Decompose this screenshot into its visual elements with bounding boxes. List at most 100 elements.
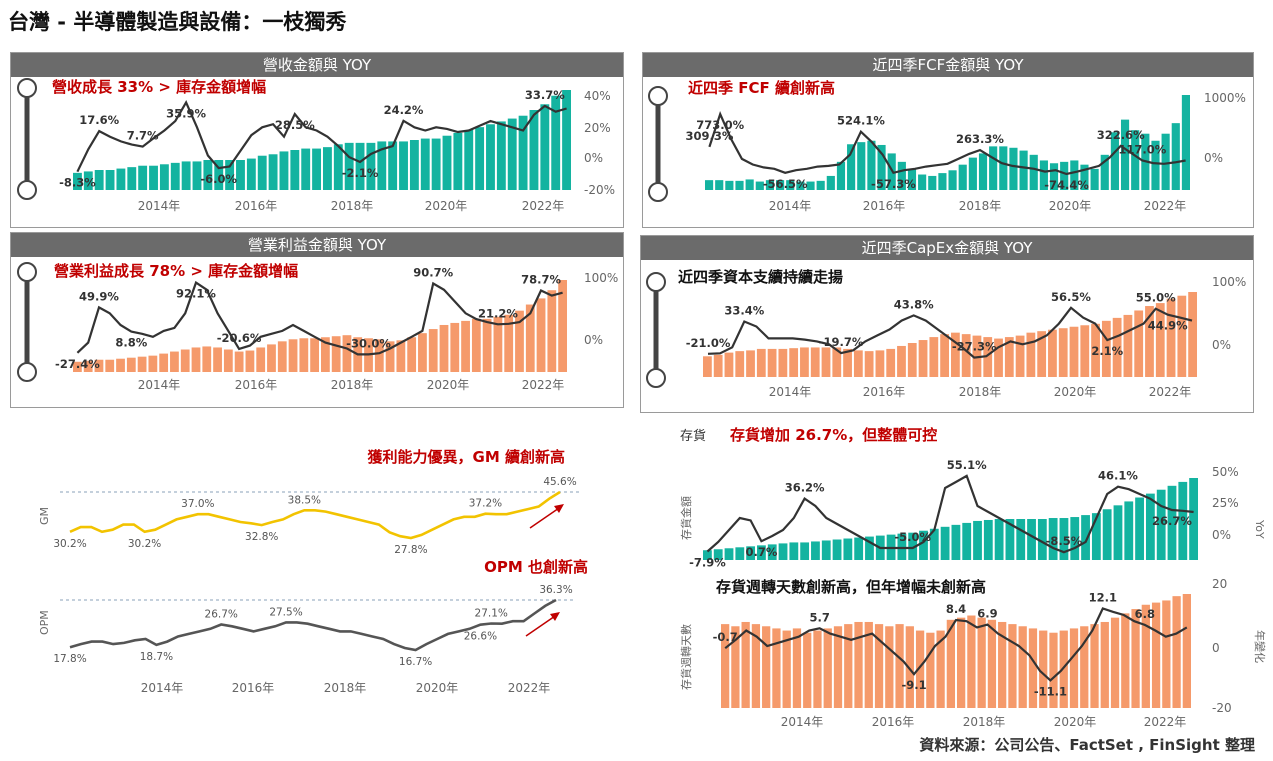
revenue-data-label: -8.3% (59, 176, 96, 190)
inventory-bar (1016, 519, 1026, 560)
fcf-x-tick: 2016年 (863, 199, 906, 213)
inventory-bar (757, 545, 766, 560)
fcf-bar (978, 153, 988, 190)
turnover-bar (813, 630, 822, 708)
op-bar (558, 280, 567, 372)
capex-data-label: 33.4% (724, 304, 764, 318)
op-data-label: 21.2% (478, 306, 518, 320)
inventory-bar (973, 520, 982, 560)
fcf-bar (1120, 119, 1130, 190)
op-x-tick: 2022年 (522, 378, 565, 392)
inventory-bar (1037, 519, 1047, 560)
inventory-bar (1135, 497, 1144, 560)
inventory-bar (724, 548, 734, 560)
op-bar (83, 360, 93, 372)
fcf-x-tick: 2022年 (1144, 199, 1187, 213)
revenue-bar (203, 160, 213, 190)
fcf-bar (1090, 168, 1099, 190)
turnover-data-label: 12.1 (1089, 590, 1117, 604)
fcf-bar (847, 144, 856, 190)
revenue-bar (551, 95, 561, 190)
revenue-x-tick: 2016年 (235, 199, 278, 213)
revenue-bar (518, 115, 528, 190)
turnover-bar (1172, 596, 1181, 708)
revenue-bar (268, 154, 278, 190)
revenue-bar (192, 161, 202, 190)
turnover-bar (1059, 630, 1068, 708)
inventory-data-label: -8.5% (1046, 534, 1083, 548)
op-bar (396, 340, 406, 372)
fcf-x-tick: 2014年 (769, 199, 812, 213)
capex-bar (951, 332, 960, 377)
capex-x-tick: 2016年 (863, 385, 906, 399)
panel-revenue-header: 營收金額與 YOY (11, 53, 623, 77)
capex-bar (1145, 306, 1154, 377)
inventory-bar (713, 549, 723, 560)
op-data-label: 92.1% (176, 287, 216, 301)
turnover-bar (803, 632, 812, 708)
turnover-data-label: 6.9 (977, 607, 997, 621)
capex-data-label: 44.9% (1148, 319, 1188, 333)
inventory-bar (778, 543, 788, 560)
capex-annotation: 近四季資本支續持續走揚 (678, 268, 843, 286)
capex-bar (1091, 323, 1100, 377)
gm-data-label: 27.8% (394, 544, 427, 556)
revenue-bar (475, 127, 485, 190)
op-bar (277, 341, 287, 372)
fcf-yoy-line (708, 111, 1186, 176)
capex-bar (767, 348, 777, 377)
turnover-bar (1100, 621, 1109, 708)
inventory-bar (1070, 517, 1080, 560)
turnover-bar (782, 630, 791, 708)
fcf-bar (867, 140, 876, 190)
fcf-data-label: 524.1% (837, 114, 885, 128)
fcf-bar (1060, 161, 1069, 190)
inventory-bar (1145, 493, 1155, 560)
op-bar (515, 310, 524, 372)
revenue-bar (409, 140, 419, 190)
op-bar (504, 314, 514, 372)
inventory-bar (1113, 505, 1123, 560)
turnover-bar (1049, 632, 1058, 708)
inventory-bar (897, 533, 907, 560)
inventory-bar (1027, 519, 1036, 560)
turnover-bar (1018, 626, 1027, 708)
slider-handle-top-icon (648, 86, 668, 106)
capex-data-label: 2.1% (1091, 344, 1123, 358)
turnover-bar (874, 624, 884, 708)
revenue-bar (279, 151, 289, 190)
revenue-data-label: 17.6% (79, 113, 119, 127)
op-yoy-line (76, 280, 563, 356)
inventory-yoy-line (706, 474, 1194, 554)
fcf-data-label: 117.0% (1118, 142, 1166, 156)
capex-data-label: 55.0% (1136, 291, 1176, 305)
capex-yoy-line (707, 306, 1193, 359)
turnover-bar (1080, 626, 1089, 708)
capex-bar (724, 352, 734, 377)
revenue-x-tick: 2022年 (522, 199, 565, 213)
revenue-y-tick: 0% (584, 151, 603, 165)
capex-bar (713, 354, 723, 377)
fcf-y-tick: 0% (1204, 151, 1223, 165)
revenue-data-label: 35.9% (166, 106, 206, 120)
fcf-data-label: -56.5% (763, 177, 808, 191)
fcf-bar (826, 175, 835, 190)
source-note: 資料來源：公司公告、FactSet , FinSight 整理 (919, 736, 1255, 754)
inventory-annotation: 存貨增加 26.7%，但整體可控 (730, 426, 937, 444)
capex-bar (1080, 325, 1090, 377)
op-bar (407, 337, 417, 372)
revenue-bar (290, 150, 300, 190)
capex-bar (940, 334, 949, 377)
turnover-data-label: -11.1 (1034, 684, 1067, 698)
turnover-bar (833, 626, 843, 708)
fcf-bar (806, 181, 815, 190)
turnover-data-label: 8.4 (946, 602, 966, 616)
inventory-y-tick: 50% (1212, 465, 1239, 479)
turnover-bar (1110, 617, 1120, 708)
fcf-bar (918, 174, 927, 190)
op-x-tick: 2016年 (235, 378, 278, 392)
fcf-bar (968, 157, 977, 190)
op-data-label: 49.9% (79, 289, 119, 303)
capex-bar (778, 348, 788, 377)
inventory-bar (1081, 515, 1090, 560)
